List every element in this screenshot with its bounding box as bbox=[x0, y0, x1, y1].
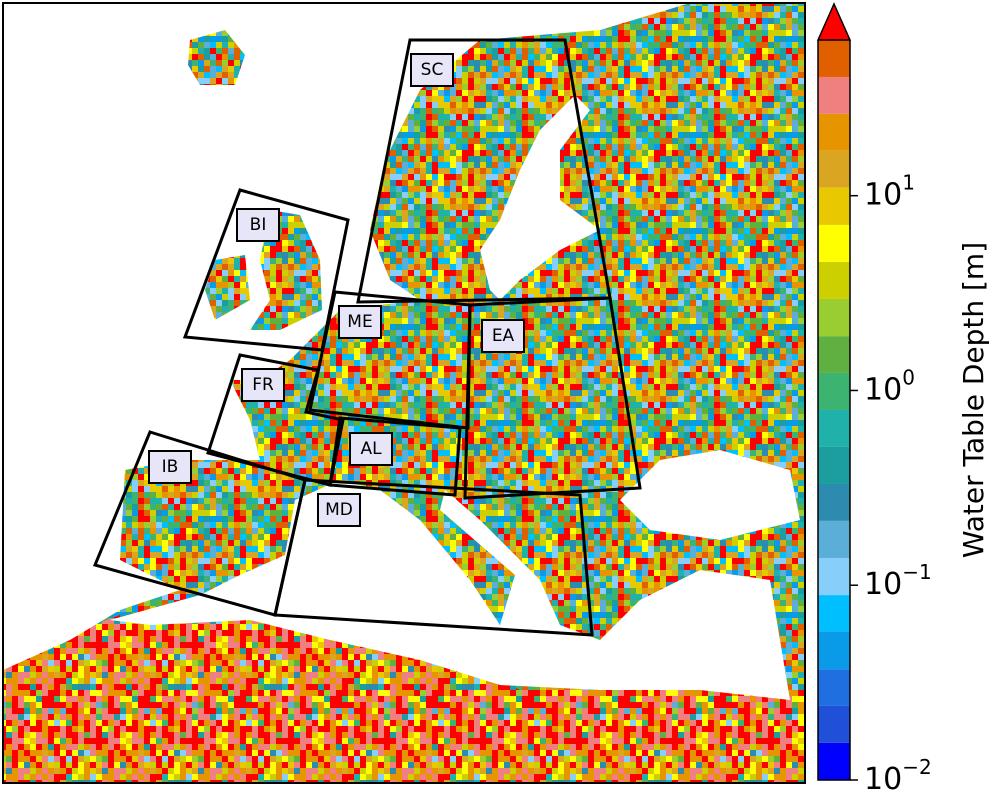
colorbar-band bbox=[818, 631, 850, 670]
tick-base: 10 bbox=[864, 762, 902, 797]
tick-base: 10 bbox=[864, 177, 902, 212]
colorbar-band bbox=[818, 40, 850, 77]
tick-base: 10 bbox=[864, 372, 902, 407]
colorbar-band bbox=[818, 742, 850, 780]
colorbar-band bbox=[818, 113, 850, 151]
region-label: FR bbox=[252, 375, 274, 395]
region-label-box bbox=[481, 319, 525, 353]
colorbar-outline bbox=[817, 40, 851, 781]
region-label: BI bbox=[250, 215, 267, 235]
black-sea bbox=[620, 450, 800, 540]
region-label-box bbox=[317, 493, 361, 527]
tick-base: 10 bbox=[864, 567, 902, 602]
region-label-box bbox=[410, 53, 454, 87]
colorbar-band bbox=[818, 595, 850, 632]
region-label: EA bbox=[492, 326, 515, 346]
colorbar-band bbox=[818, 669, 850, 706]
colorbar-tick-label: 10−1 bbox=[864, 560, 932, 602]
tick-exponent: −1 bbox=[902, 560, 931, 584]
tick-exponent: −2 bbox=[902, 755, 931, 779]
colorbar-extend bbox=[816, 2, 852, 41]
region-label: ME bbox=[347, 312, 372, 332]
region-label-box bbox=[349, 432, 393, 466]
colorbar-band bbox=[818, 336, 850, 373]
region-outline bbox=[206, 353, 345, 487]
region-label: AL bbox=[360, 439, 382, 459]
tick-exponent: 1 bbox=[902, 170, 915, 194]
colorbar-band bbox=[818, 261, 850, 299]
colorbar-band bbox=[818, 298, 850, 337]
region-label: IB bbox=[162, 457, 179, 477]
colorbar-tick-label: 10−2 bbox=[864, 755, 932, 797]
colorbar-tick-label: 100 bbox=[864, 365, 915, 407]
ireland bbox=[205, 255, 250, 320]
colorbar-band bbox=[818, 409, 850, 447]
region-outline bbox=[273, 478, 594, 637]
colorbar-band bbox=[818, 76, 850, 114]
baltic bbox=[480, 95, 600, 300]
colorbar-label: Water Table Depth [m] bbox=[957, 242, 990, 558]
region-outline bbox=[463, 296, 642, 500]
region-label-box bbox=[148, 450, 192, 484]
region-label: MD bbox=[325, 500, 353, 520]
region-label-box bbox=[241, 368, 285, 402]
north-africa bbox=[3, 615, 805, 783]
atlantic bbox=[3, 3, 690, 670]
mediterranean bbox=[110, 480, 790, 700]
region-label-box bbox=[236, 208, 280, 242]
colorbar-band bbox=[818, 557, 850, 596]
map-frame bbox=[2, 2, 806, 784]
colorbar-band bbox=[818, 520, 850, 558]
colorbar-band bbox=[818, 446, 850, 484]
map bbox=[3, 3, 805, 783]
colorbar-band bbox=[818, 187, 850, 225]
iceland bbox=[188, 30, 245, 85]
region-label-box bbox=[338, 305, 382, 339]
region-boxes: SC BI ME EA FR AL IB MD bbox=[92, 38, 642, 637]
tick-exponent: 0 bbox=[902, 365, 915, 389]
colorbar-band bbox=[818, 705, 850, 743]
region-outline bbox=[328, 416, 462, 497]
colorbar-band bbox=[818, 150, 850, 188]
region-label: SC bbox=[421, 60, 444, 80]
colorbar-tick-label: 101 bbox=[864, 170, 915, 212]
colorbar-band bbox=[818, 224, 850, 262]
colorbar-band bbox=[818, 372, 850, 410]
colorbar-band bbox=[818, 483, 850, 521]
